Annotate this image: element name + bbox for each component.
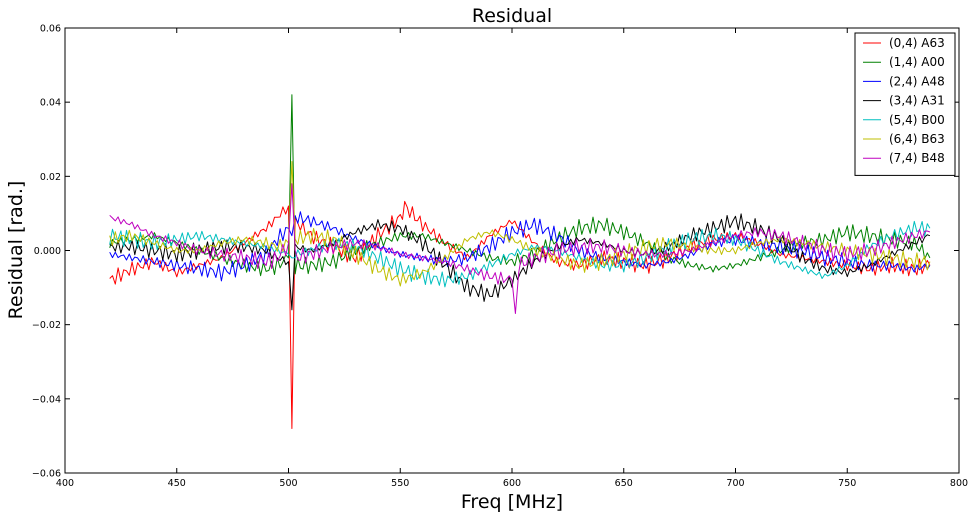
legend-entry: (6,4) B63 (889, 132, 945, 146)
x-tick-label: 400 (56, 478, 74, 489)
x-tick-label: 650 (615, 478, 633, 489)
legend-entry: (5,4) B00 (889, 113, 945, 127)
series-line (109, 183, 931, 314)
chart-title: Residual (472, 5, 552, 27)
series-layer (109, 94, 931, 429)
y-axis: −0.06 −0.04 −0.02 0.000 0.02 0.04 0.06 (32, 24, 959, 480)
legend-entry: (7,4) B48 (889, 151, 945, 165)
y-tick-label: −0.06 (32, 469, 61, 480)
y-tick-label: −0.02 (32, 320, 61, 331)
series-line (109, 220, 931, 288)
x-axis-label: Freq [MHz] (461, 491, 563, 513)
legend-box (854, 32, 956, 176)
x-tick-label: 550 (391, 478, 409, 489)
y-tick-label: −0.04 (32, 394, 61, 405)
legend: (0,4) A63 (1,4) A00 (2,4) A48 (3,4) A31 (5,4… (854, 32, 956, 176)
x-tick-label: 800 (950, 478, 968, 489)
y-tick-label: 0.06 (40, 24, 61, 35)
y-tick-label: 0.000 (34, 246, 61, 257)
legend-entry: (0,4) A63 (889, 36, 945, 50)
legend-entry: (1,4) A00 (889, 55, 945, 69)
x-tick-label: 700 (726, 478, 744, 489)
x-tick-label: 600 (503, 478, 521, 489)
series-line (109, 161, 931, 287)
y-axis-label: Residual [rad.] (5, 181, 27, 320)
y-tick-label: 0.04 (40, 98, 61, 109)
x-axis: 400 450 500 550 600 650 700 750 800 (56, 28, 968, 489)
x-tick-label: 750 (838, 478, 856, 489)
legend-entry: (3,4) A31 (889, 94, 945, 108)
x-tick-label: 450 (168, 478, 186, 489)
y-tick-label: 0.02 (40, 172, 61, 183)
legend-entry: (2,4) A48 (889, 74, 945, 88)
x-tick-label: 500 (279, 478, 297, 489)
